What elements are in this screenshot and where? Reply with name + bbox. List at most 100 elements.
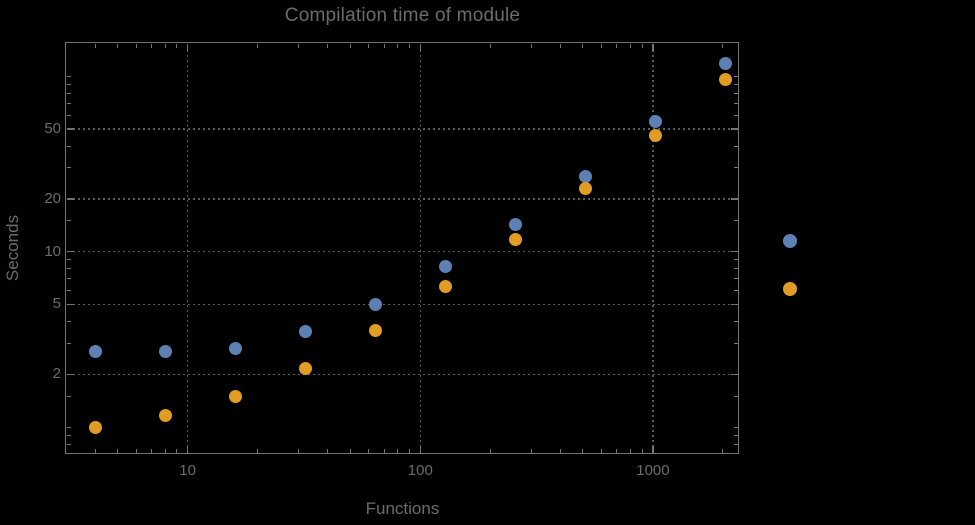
x-minor-tick-top bbox=[383, 44, 385, 48]
x-minor-tick bbox=[600, 449, 602, 453]
x-minor-tick bbox=[530, 449, 532, 453]
y-minor-tick bbox=[67, 321, 71, 322]
y-gridline bbox=[67, 373, 738, 376]
y-minor-tick bbox=[67, 145, 71, 147]
data-point-series2 bbox=[508, 232, 522, 246]
x-minor-tick bbox=[616, 449, 618, 453]
y-major-tick bbox=[67, 250, 74, 253]
x-minor-tick bbox=[176, 449, 178, 453]
x-minor-tick-top bbox=[530, 44, 532, 48]
y-minor-tick-right bbox=[734, 145, 738, 147]
x-major-tick-top bbox=[419, 44, 422, 51]
x-minor-tick bbox=[629, 449, 631, 453]
x-tick-label: 100 bbox=[407, 462, 433, 479]
x-minor-tick-top bbox=[397, 44, 399, 48]
x-minor-tick-top bbox=[600, 44, 602, 48]
y-minor-tick-right bbox=[734, 321, 738, 322]
x-gridline bbox=[186, 44, 189, 453]
y-major-tick-right bbox=[731, 303, 738, 306]
y-gridline bbox=[67, 198, 738, 200]
x-minor-tick bbox=[298, 449, 300, 453]
x-minor-tick-top bbox=[117, 44, 119, 48]
x-minor-tick-top bbox=[135, 44, 137, 48]
y-minor-tick bbox=[67, 342, 71, 344]
x-minor-tick bbox=[135, 449, 137, 453]
x-major-tick-top bbox=[652, 44, 654, 51]
y-minor-tick bbox=[67, 75, 71, 77]
y-minor-tick bbox=[67, 268, 71, 270]
y-minor-tick-right bbox=[734, 259, 738, 261]
data-point-series1 bbox=[508, 218, 522, 232]
x-minor-tick bbox=[722, 449, 724, 453]
x-minor-tick-top bbox=[368, 44, 370, 48]
x-minor-tick bbox=[641, 449, 643, 453]
data-point-series2 bbox=[718, 72, 732, 86]
x-major-tick bbox=[186, 446, 189, 453]
x-minor-tick bbox=[409, 449, 411, 453]
y-minor-tick-right bbox=[734, 278, 738, 280]
x-minor-tick-top bbox=[559, 44, 561, 48]
x-minor-tick bbox=[349, 449, 351, 453]
y-major-tick bbox=[67, 373, 74, 376]
y-minor-tick bbox=[67, 102, 71, 104]
y-major-tick-right bbox=[731, 250, 738, 253]
data-point-series1 bbox=[578, 170, 592, 184]
y-tick-label: 20 bbox=[44, 189, 61, 207]
x-major-tick bbox=[652, 446, 654, 453]
x-minor-tick-top bbox=[582, 44, 584, 48]
y-major-tick bbox=[67, 128, 74, 130]
x-minor-tick bbox=[327, 449, 329, 453]
data-point-series1 bbox=[368, 297, 382, 311]
y-minor-tick-right bbox=[734, 268, 738, 270]
y-major-tick bbox=[67, 303, 74, 306]
y-tick-label: 50 bbox=[44, 120, 61, 138]
data-point-series2 bbox=[228, 389, 242, 403]
x-minor-tick-top bbox=[164, 44, 166, 48]
x-minor-tick bbox=[151, 449, 153, 453]
data-point-series2 bbox=[298, 362, 312, 376]
x-tick-label: 10 bbox=[179, 462, 196, 479]
data-point-series1 bbox=[88, 344, 102, 358]
y-major-tick-right bbox=[731, 373, 738, 376]
x-major-tick bbox=[419, 446, 422, 453]
data-point-series2 bbox=[578, 182, 592, 196]
y-minor-tick-right bbox=[734, 290, 738, 292]
y-minor-tick-right bbox=[734, 342, 738, 344]
x-minor-tick-top bbox=[641, 44, 643, 48]
y-minor-tick-right bbox=[734, 395, 738, 397]
y-tick-label: 5 bbox=[52, 295, 61, 313]
x-minor-tick bbox=[164, 449, 166, 453]
x-minor-tick-top bbox=[257, 44, 259, 48]
data-point-series1 bbox=[718, 57, 732, 71]
data-point-series2 bbox=[368, 324, 382, 338]
y-gridline bbox=[67, 303, 738, 306]
y-minor-tick bbox=[67, 443, 71, 445]
y-minor-tick-right bbox=[734, 434, 738, 436]
y-minor-tick-right bbox=[734, 443, 738, 445]
y-major-tick-right bbox=[731, 128, 738, 130]
x-major-tick-top bbox=[186, 44, 189, 51]
y-minor-tick-right bbox=[734, 83, 738, 85]
y-minor-tick bbox=[67, 83, 71, 85]
data-point-series1 bbox=[298, 325, 312, 339]
data-point-series1 bbox=[228, 342, 242, 356]
y-minor-tick-right bbox=[734, 426, 738, 428]
y-minor-tick bbox=[67, 278, 71, 280]
x-minor-tick bbox=[383, 449, 385, 453]
y-minor-tick-right bbox=[734, 167, 738, 169]
chart-title: Compilation time of module bbox=[284, 5, 521, 26]
data-point-series1 bbox=[438, 260, 452, 274]
x-minor-tick-top bbox=[616, 44, 618, 48]
x-minor-tick-top bbox=[409, 44, 411, 48]
legend-marker-series1 bbox=[783, 234, 797, 248]
y-gridline bbox=[67, 250, 738, 253]
y-minor-tick bbox=[67, 259, 71, 261]
x-minor-tick-top bbox=[176, 44, 178, 48]
y-minor-tick-right bbox=[734, 114, 738, 116]
y-minor-tick bbox=[67, 114, 71, 116]
data-point-series2 bbox=[648, 128, 662, 142]
x-minor-tick-top bbox=[489, 44, 491, 48]
y-minor-tick bbox=[67, 426, 71, 428]
x-minor-tick bbox=[582, 449, 584, 453]
